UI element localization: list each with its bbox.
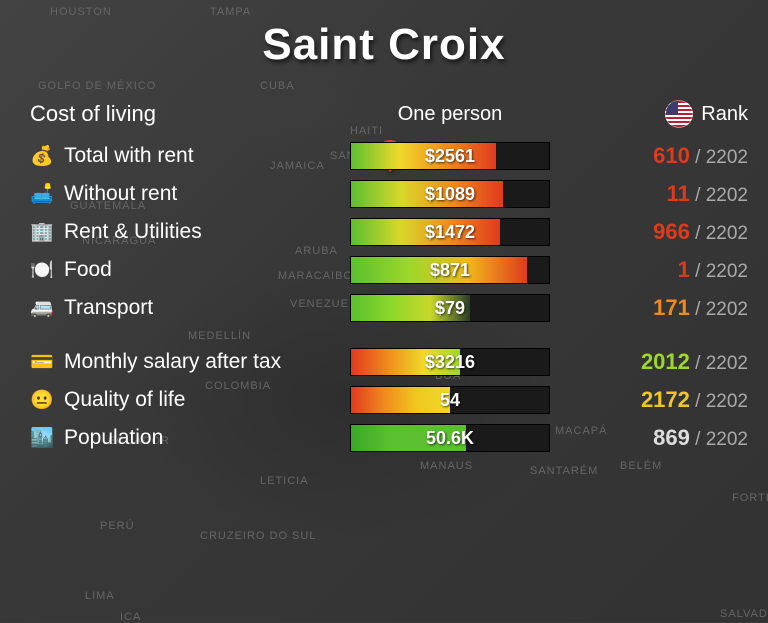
map-label: SALVAD [720,608,768,620]
row-label-text: Quality of life [64,388,185,412]
row-label: 💰 Total with rent [30,144,350,168]
page-title: Saint Croix [262,20,505,70]
rank-cell: 171 / 2202 [550,295,748,321]
map-label: SANTARÉM [530,465,598,477]
rank-cell: 11 / 2202 [550,181,748,207]
value-bar: $1089 [350,180,550,208]
map-label: LETICIA [260,475,309,487]
rank-total: / 2202 [690,223,748,244]
row-label: 🏢 Rent & Utilities [30,220,350,244]
row-label: 🚐 Transport [30,296,350,320]
value-bar: $1472 [350,218,550,246]
bar-value-text: $3216 [351,349,549,375]
header-rank-label: Rank [701,103,748,126]
bar-value-text: $1089 [351,181,549,207]
rank-total: / 2202 [690,185,748,206]
map-label: GOLFO DE MÉXICO [38,80,156,92]
rank-total: / 2202 [690,391,748,412]
bar-value-text: $1472 [351,219,549,245]
row-label-text: Rent & Utilities [64,220,202,244]
group-spacer [30,332,748,348]
rank-total: / 2202 [690,429,748,450]
row-label-text: Food [64,258,112,282]
data-row: 😐Quality of life542172 / 2202 [30,386,748,414]
data-row: 💳Monthly salary after tax$32162012 / 220… [30,348,748,376]
bar-value-text: 50.6K [351,425,549,451]
row-label: 🛋️ Without rent [30,182,350,206]
value-bar: 50.6K [350,424,550,452]
rank-number: 869 [653,425,690,450]
row-label-text: Total with rent [64,144,194,168]
map-label: ICA [120,611,141,623]
row-icon: 💳 [30,350,54,374]
rank-number: 610 [653,143,690,168]
rank-total: / 2202 [690,147,748,168]
row-label-text: Transport [64,296,153,320]
rank-number: 2172 [641,387,690,412]
rank-number: 171 [653,295,690,320]
row-label: 🏙️ Population [30,426,350,450]
data-row: 🏙️Population50.6K869 / 2202 [30,424,748,452]
usa-flag-icon [665,100,693,128]
rank-total: / 2202 [690,353,748,374]
row-label: 😐 Quality of life [30,388,350,412]
row-label-text: Population [64,426,163,450]
row-label-text: Monthly salary after tax [64,350,281,374]
rank-total: / 2202 [690,299,748,320]
row-icon: 🏢 [30,220,54,244]
bar-value-text: $871 [351,257,549,283]
data-row: 🛋️Without rent$108911 / 2202 [30,180,748,208]
map-label: TAMPA [210,6,251,18]
data-row: 🍽️Food$8711 / 2202 [30,256,748,284]
map-label: CRUZEIRO DO SUL [200,530,316,542]
map-label: HOUSTON [50,6,112,18]
row-icon: 🍽️ [30,258,54,282]
value-bar: $871 [350,256,550,284]
value-bar: $3216 [350,348,550,376]
stats-rows-group: 💳Monthly salary after tax$32162012 / 220… [30,348,748,452]
bar-value-text: $2561 [351,143,549,169]
column-headers: Cost of living One person Rank [30,100,748,128]
value-bar: $79 [350,294,550,322]
row-icon: 🚐 [30,296,54,320]
row-icon: 💰 [30,144,54,168]
cost-rows-group: 💰Total with rent$2561610 / 2202🛋️Without… [30,142,748,322]
row-label-text: Without rent [64,182,177,206]
rank-cell: 2172 / 2202 [550,387,748,413]
header-one-person: One person [350,103,550,126]
row-label: 🍽️ Food [30,258,350,282]
map-label: PERÚ [100,520,135,532]
data-row: 🚐Transport$79171 / 2202 [30,294,748,322]
value-bar: 54 [350,386,550,414]
row-icon: 😐 [30,388,54,412]
header-rank: Rank [550,100,748,128]
map-label: CUBA [260,80,295,92]
data-row: 💰Total with rent$2561610 / 2202 [30,142,748,170]
content-grid: Cost of living One person Rank 💰 Total wi… [30,100,748,462]
rank-cell: 2012 / 2202 [550,349,748,375]
map-label: FORTE [732,492,768,504]
map-label: LIMA [85,590,115,602]
row-icon: 🏙️ [30,426,54,450]
header-cost-of-living: Cost of living [30,101,350,127]
bar-value-text: $79 [351,295,549,321]
rank-cell: 966 / 2202 [550,219,748,245]
rank-cell: 869 / 2202 [550,425,748,451]
value-bar: $2561 [350,142,550,170]
data-row: 🏢Rent & Utilities$1472966 / 2202 [30,218,748,246]
row-label: 💳 Monthly salary after tax [30,350,350,374]
rank-number: 2012 [641,349,690,374]
rank-number: 11 [667,181,690,206]
rank-number: 966 [653,219,690,244]
row-icon: 🛋️ [30,182,54,206]
rank-cell: 1 / 2202 [550,257,748,283]
rank-number: 1 [678,257,690,282]
bar-value-text: 54 [351,387,549,413]
rank-total: / 2202 [690,261,748,282]
rank-cell: 610 / 2202 [550,143,748,169]
